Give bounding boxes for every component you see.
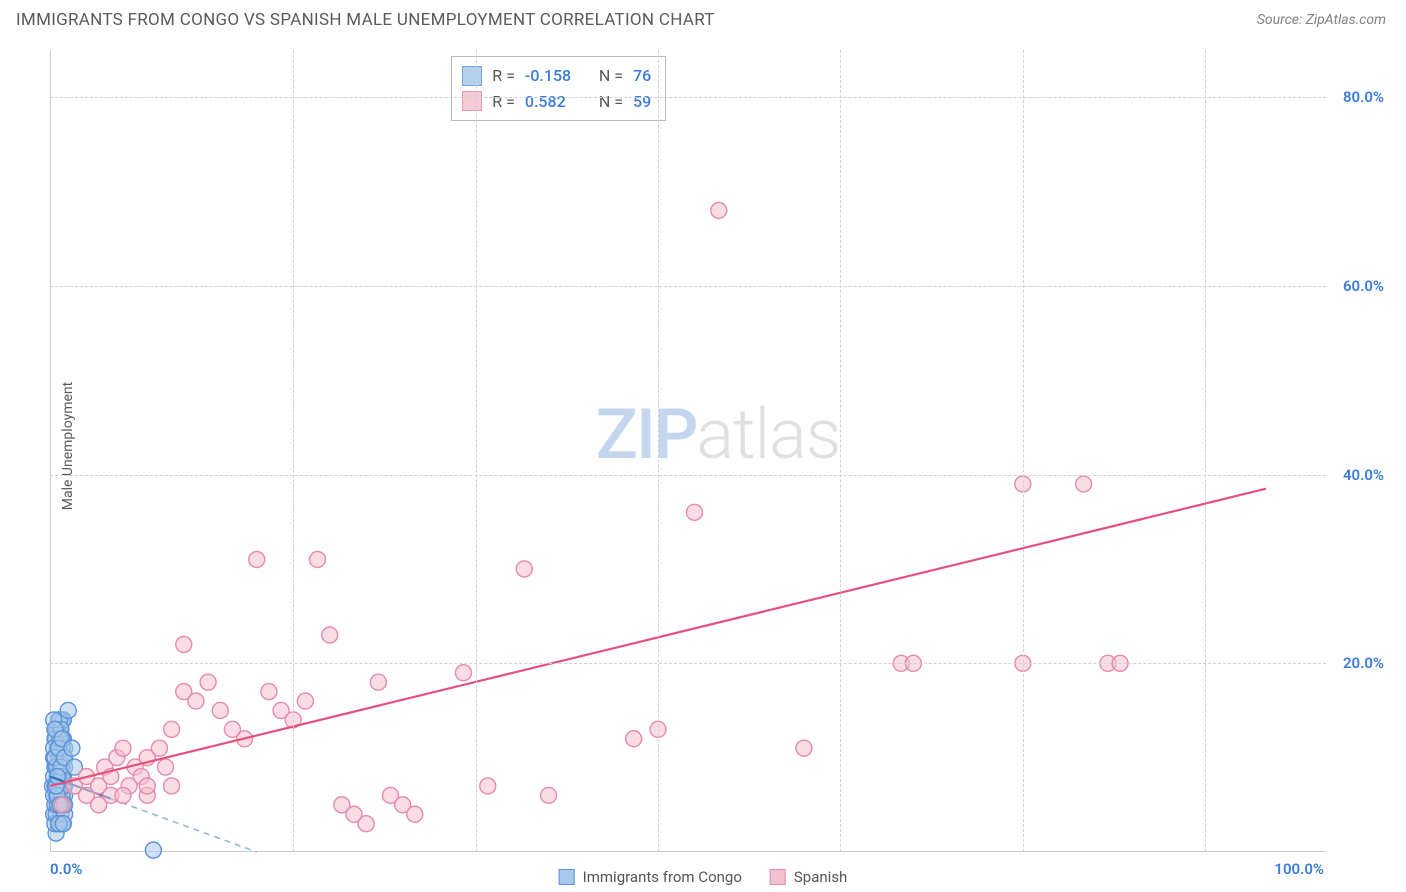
scatter-point bbox=[200, 674, 216, 690]
scatter-point bbox=[455, 665, 471, 681]
source-prefix: Source: bbox=[1257, 12, 1306, 28]
chart-header: IMMIGRANTS FROM CONGO VS SPANISH MALE UN… bbox=[0, 0, 1406, 36]
scatter-point bbox=[261, 684, 277, 700]
y-gridline bbox=[50, 286, 1326, 287]
legend-N-label: N = bbox=[599, 63, 623, 89]
scatter-point bbox=[626, 731, 642, 747]
legend-swatch-spanish bbox=[770, 869, 786, 885]
x-gridline bbox=[1205, 50, 1206, 852]
scatter-point bbox=[322, 627, 338, 643]
scatter-point bbox=[164, 778, 180, 794]
y-gridline bbox=[50, 97, 1326, 98]
scatter-point bbox=[358, 816, 374, 832]
legend-R-label: R = bbox=[492, 63, 515, 89]
chart-title: IMMIGRANTS FROM CONGO VS SPANISH MALE UN… bbox=[16, 10, 715, 30]
correlation-legend-box: R = -0.158 N = 76 R = 0.582 N = 59 bbox=[451, 56, 666, 121]
scatter-point bbox=[164, 721, 180, 737]
scatter-point bbox=[686, 504, 702, 520]
x-gridline bbox=[476, 50, 477, 852]
scatter-point bbox=[151, 740, 167, 756]
legend-R-label: R = bbox=[492, 89, 515, 115]
x-gridline bbox=[840, 50, 841, 852]
legend-label-spanish: Spanish bbox=[794, 868, 847, 886]
scatter-point bbox=[249, 552, 265, 568]
x-gridline bbox=[658, 50, 659, 852]
legend-label-congo: Immigrants from Congo bbox=[583, 868, 742, 886]
y-tick-label: 60.0% bbox=[1343, 277, 1384, 295]
scatter-point bbox=[796, 740, 812, 756]
legend-item-congo: Immigrants from Congo bbox=[559, 868, 742, 886]
scatter-point bbox=[158, 759, 174, 775]
scatter-point bbox=[212, 702, 228, 718]
scatter-point bbox=[516, 561, 532, 577]
scatter-point bbox=[139, 778, 155, 794]
scatter-point bbox=[176, 636, 192, 652]
legend-N-label: N = bbox=[599, 89, 623, 115]
scatter-point bbox=[711, 202, 727, 218]
scatter-svg bbox=[50, 50, 1326, 852]
x-tick-label: 0.0% bbox=[50, 860, 82, 878]
scatter-point bbox=[115, 787, 131, 803]
series-legend-bottom: Immigrants from Congo Spanish bbox=[559, 868, 848, 886]
scatter-point bbox=[64, 740, 80, 756]
scatter-point bbox=[310, 552, 326, 568]
legend-N-value: 59 bbox=[633, 89, 651, 115]
source-attribution: Source: ZipAtlas.com bbox=[1257, 12, 1386, 28]
legend-row: R = -0.158 N = 76 bbox=[462, 63, 651, 89]
legend-row: R = 0.582 N = 59 bbox=[462, 89, 651, 115]
legend-swatch bbox=[462, 91, 482, 111]
x-tick-label: 100.0% bbox=[1274, 860, 1324, 878]
y-tick-label: 80.0% bbox=[1343, 88, 1384, 106]
scatter-point bbox=[54, 797, 70, 813]
legend-swatch-congo bbox=[559, 869, 575, 885]
scatter-point bbox=[407, 806, 423, 822]
legend-R-value: 0.582 bbox=[525, 89, 589, 115]
scatter-point bbox=[480, 778, 496, 794]
scatter-point bbox=[55, 816, 71, 832]
scatter-point bbox=[91, 797, 107, 813]
scatter-point bbox=[1076, 476, 1092, 492]
legend-item-spanish: Spanish bbox=[770, 868, 847, 886]
scatter-point bbox=[60, 702, 76, 718]
trendline-extension bbox=[111, 799, 257, 852]
y-tick-label: 40.0% bbox=[1343, 466, 1384, 484]
x-gridline bbox=[293, 50, 294, 852]
chart-plot-area: ZIPatlas R =-0.158N =76R =0.582N =59 20.… bbox=[50, 50, 1386, 852]
y-gridline bbox=[50, 475, 1326, 476]
x-gridline bbox=[1023, 50, 1024, 852]
scatter-point bbox=[541, 787, 557, 803]
source-name: ZipAtlas.com bbox=[1306, 12, 1386, 28]
scatter-point bbox=[297, 693, 313, 709]
scatter-point bbox=[115, 740, 131, 756]
y-gridline bbox=[50, 663, 1326, 664]
scatter-point bbox=[145, 842, 161, 858]
scatter-point bbox=[188, 693, 204, 709]
y-tick-label: 20.0% bbox=[1343, 654, 1384, 672]
legend-swatch bbox=[462, 66, 482, 86]
scatter-point bbox=[370, 674, 386, 690]
legend-N-value: 76 bbox=[633, 63, 651, 89]
legend-R-value: -0.158 bbox=[525, 63, 589, 89]
